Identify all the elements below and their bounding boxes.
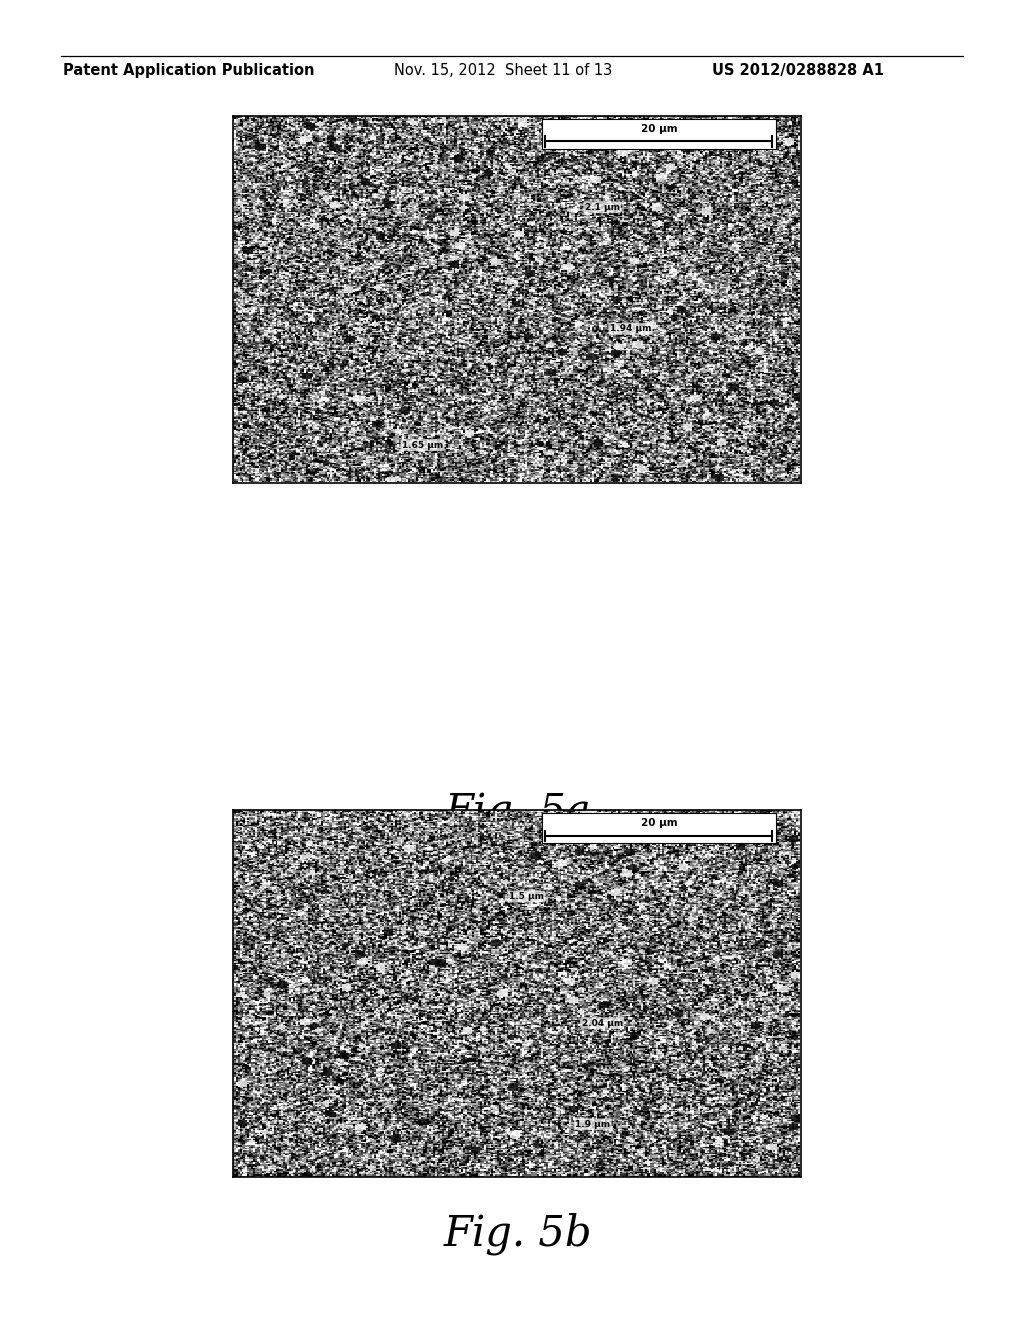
Text: 1.9 μm: 1.9 μm: [575, 1119, 610, 1129]
Text: US 2012/0288828 A1: US 2012/0288828 A1: [712, 63, 884, 78]
Text: 20 μm: 20 μm: [641, 818, 677, 828]
Text: Patent Application Publication: Patent Application Publication: [63, 63, 315, 78]
Text: Nov. 15, 2012  Sheet 11 of 13: Nov. 15, 2012 Sheet 11 of 13: [394, 63, 612, 78]
Text: 20 μm: 20 μm: [641, 124, 677, 133]
Text: 1.65 μm: 1.65 μm: [402, 441, 443, 450]
Text: 2.04 μm: 2.04 μm: [582, 1019, 623, 1027]
FancyBboxPatch shape: [542, 813, 776, 843]
Text: 1.5 μm: 1.5 μm: [509, 892, 544, 902]
Text: Fig. 5a: Fig. 5a: [444, 792, 592, 834]
Text: 2.1 μm: 2.1 μm: [585, 203, 620, 211]
Text: Fig. 5b: Fig. 5b: [443, 1213, 593, 1255]
Text: 1.94 μm: 1.94 μm: [610, 325, 651, 333]
FancyBboxPatch shape: [542, 119, 776, 149]
